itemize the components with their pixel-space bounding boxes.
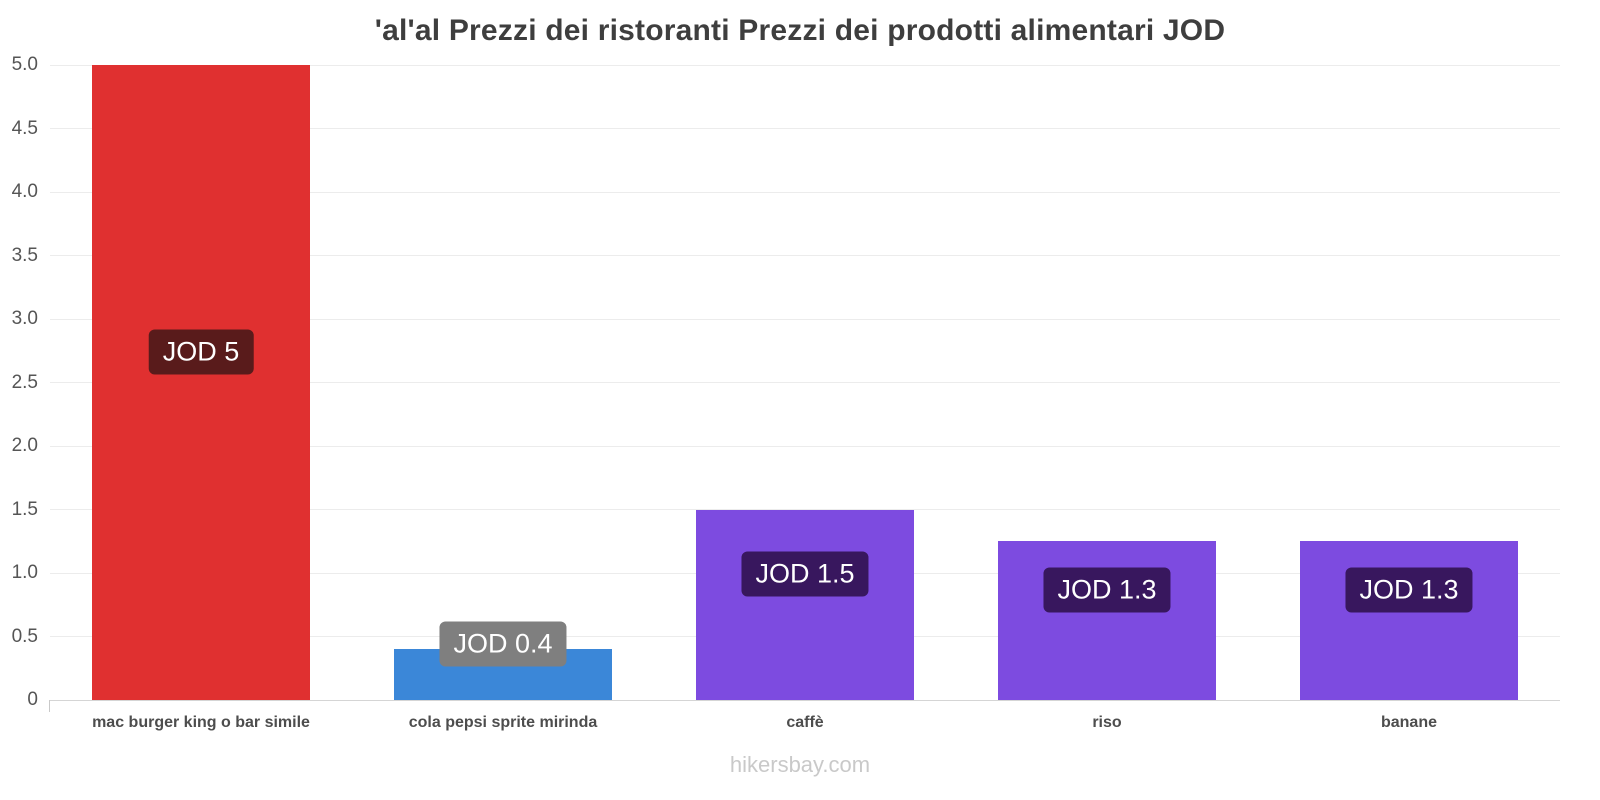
x-category-label: banane xyxy=(1380,714,1437,731)
bar xyxy=(998,541,1216,700)
y-tick-label: 2.5 xyxy=(11,371,38,393)
gridline xyxy=(50,255,1560,256)
bar-value-label: JOD 1.5 xyxy=(741,551,869,597)
y-tick-label: 2.0 xyxy=(11,435,38,456)
x-category-label: riso xyxy=(1092,714,1122,731)
y-tick-label: 5.0 xyxy=(11,54,38,75)
watermark: hikersbay.com xyxy=(729,752,871,777)
gridline xyxy=(50,445,1560,447)
bar xyxy=(92,65,310,700)
y-tick-label: 1.5 xyxy=(11,498,38,520)
x-category-label: cola pepsi sprite mirinda xyxy=(408,714,598,731)
y-axis-labels: 0 0.5 1.0 1.5 2.0 2.5 3.0 3.5 4.0 4.5 5.0 xyxy=(0,55,38,710)
y-tick-label: 1.0 xyxy=(11,562,38,583)
y-tick-label: 4.5 xyxy=(11,117,38,139)
y-tick-label: 0.5 xyxy=(11,625,38,647)
x-axis-labels: mac burger king o bar simile cola pepsi s… xyxy=(50,714,1560,740)
gridline xyxy=(50,382,1560,383)
y-axis-tick xyxy=(49,700,50,712)
bar-value-label: JOD 1.3 xyxy=(1043,567,1171,613)
y-tick-label: 4.0 xyxy=(11,181,38,202)
y-tick-label: 3.5 xyxy=(11,244,38,266)
bar xyxy=(696,509,914,700)
x-category-label: mac burger king o bar simile xyxy=(92,714,310,731)
bar-value-label: JOD 1.3 xyxy=(1345,567,1473,613)
bar xyxy=(1300,541,1518,700)
gridline xyxy=(50,128,1560,129)
bar-value-label: JOD 0.4 xyxy=(439,621,567,667)
plot-area: JOD 5 JOD 0.4 JOD 1.5 JOD 1.3 JOD 1.3 xyxy=(50,64,1560,701)
gridline xyxy=(50,699,1560,701)
y-tick-label: 0 xyxy=(27,689,38,710)
gridline xyxy=(50,191,1560,193)
gridline xyxy=(50,318,1560,320)
x-category-label: caffè xyxy=(786,714,824,731)
bar-value-label: JOD 5 xyxy=(148,329,254,374)
gridline xyxy=(50,64,1560,66)
chart-title: 'al'al Prezzi dei ristoranti Prezzi dei … xyxy=(374,14,1226,47)
y-tick-label: 3.0 xyxy=(11,308,38,329)
